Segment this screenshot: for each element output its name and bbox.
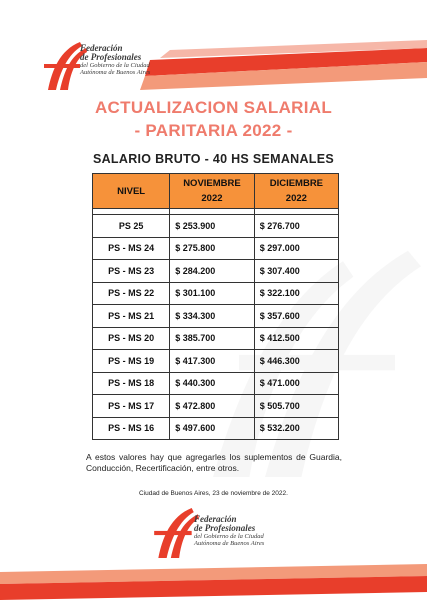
ff-logo-icon bbox=[44, 42, 87, 90]
cell-nivel: PS - MS 23 bbox=[91, 259, 171, 283]
ff-logo-icon bbox=[154, 508, 199, 558]
note-text: A estos valores hay que agregarles los s… bbox=[86, 452, 342, 473]
cell-diciembre: $ 471.000 bbox=[253, 371, 340, 395]
cell-noviembre: $ 440.300 bbox=[169, 371, 255, 395]
cell-diciembre: $ 297.000 bbox=[253, 236, 340, 260]
table-row: PS - MS 23 $ 284.200 $ 307.400 bbox=[91, 259, 340, 283]
cell-noviembre: $ 275.800 bbox=[169, 236, 255, 260]
logo-line-2: de Profesionales bbox=[80, 52, 142, 62]
cell-noviembre: $ 301.100 bbox=[169, 281, 255, 305]
cell-diciembre: $ 532.200 bbox=[253, 416, 340, 440]
table-row: PS 25 $ 253.900 $ 276.700 bbox=[91, 214, 340, 238]
table-row: PS - MS 18 $ 440.300 $ 471.000 bbox=[91, 371, 340, 395]
logo-line-1: Federación bbox=[80, 43, 123, 53]
logo-line-4: Autónoma de Buenos Aires bbox=[80, 69, 151, 76]
logo-line-3: del Gobierno de la Ciudad bbox=[80, 62, 150, 69]
cell-diciembre: $ 357.600 bbox=[253, 304, 340, 328]
cell-nivel: PS - MS 24 bbox=[91, 236, 171, 260]
table-row: PS - MS 24 $ 275.800 $ 297.000 bbox=[91, 236, 340, 260]
header-nivel: NIVEL bbox=[91, 173, 171, 209]
table-row: PS - MS 20 $ 385.700 $ 412.500 bbox=[91, 326, 340, 350]
table-row: PS - MS 21 $ 334.300 $ 357.600 bbox=[91, 304, 340, 328]
cell-diciembre: $ 446.300 bbox=[253, 349, 340, 373]
cell-noviembre: $ 253.900 bbox=[169, 214, 255, 238]
cell-diciembre: $ 276.700 bbox=[253, 214, 340, 238]
cell-nivel: PS - MS 18 bbox=[91, 371, 171, 395]
title-line-1: ACTUALIZACION SALARIAL bbox=[94, 98, 333, 117]
cell-diciembre: $ 412.500 bbox=[253, 326, 340, 350]
title-line-2: - PARITARIA 2022 - bbox=[134, 121, 293, 140]
table-spacer-row bbox=[91, 208, 340, 215]
footer-band bbox=[0, 564, 427, 600]
subtitle: SALARIO BRUTO - 40 HS SEMANALES bbox=[92, 152, 335, 166]
cell-nivel: PS - MS 16 bbox=[91, 416, 171, 440]
cell-noviembre: $ 472.800 bbox=[169, 394, 255, 418]
logo-bottom-line-1: Federación bbox=[194, 514, 237, 524]
cell-noviembre: $ 334.300 bbox=[169, 304, 255, 328]
cell-noviembre: $ 385.700 bbox=[169, 326, 255, 350]
cell-nivel: PS - MS 19 bbox=[91, 349, 171, 373]
cell-nivel: PS 25 bbox=[91, 214, 171, 238]
cell-nivel: PS - MS 21 bbox=[91, 304, 171, 328]
header-diciembre: DICIEMBRE 2022 bbox=[253, 173, 340, 209]
place-date: Ciudad de Buenos Aires, 23 de noviembre … bbox=[139, 490, 288, 497]
cell-diciembre: $ 322.100 bbox=[253, 281, 340, 305]
header-noviembre: NOVIEMBRE 2022 bbox=[169, 173, 255, 209]
salary-table: NIVEL NOVIEMBRE 2022 DICIEMBRE 2022 PS 25 $… bbox=[91, 173, 340, 440]
cell-diciembre: $ 307.400 bbox=[253, 259, 340, 283]
federation-logo-top: Federación de Profesionales del Gobierno… bbox=[40, 40, 170, 92]
cell-noviembre: $ 417.300 bbox=[169, 349, 255, 373]
cell-noviembre: $ 497.600 bbox=[169, 416, 255, 440]
federation-logo-bottom: Federación de Profesionales del Gobierno… bbox=[150, 505, 290, 561]
table-row: PS - MS 22 $ 301.100 $ 322.100 bbox=[91, 281, 340, 305]
logo-bottom-line-4: Autónoma de Buenos Aires bbox=[194, 540, 265, 547]
table-row: PS - MS 17 $ 472.800 $ 505.700 bbox=[91, 394, 340, 418]
header-band bbox=[140, 40, 427, 90]
cell-noviembre: $ 284.200 bbox=[169, 259, 255, 283]
table-header-row: NIVEL NOVIEMBRE 2022 DICIEMBRE 2022 bbox=[91, 173, 340, 209]
logo-bottom-line-3: del Gobierno de la Ciudad bbox=[194, 533, 264, 540]
cell-nivel: PS - MS 17 bbox=[91, 394, 171, 418]
cell-nivel: PS - MS 20 bbox=[91, 326, 171, 350]
table-row: PS - MS 16 $ 497.600 $ 532.200 bbox=[91, 416, 340, 440]
cell-nivel: PS - MS 22 bbox=[91, 281, 171, 305]
table-row: PS - MS 19 $ 417.300 $ 446.300 bbox=[91, 349, 340, 373]
logo-bottom-line-2: de Profesionales bbox=[194, 523, 256, 533]
cell-diciembre: $ 505.700 bbox=[253, 394, 340, 418]
